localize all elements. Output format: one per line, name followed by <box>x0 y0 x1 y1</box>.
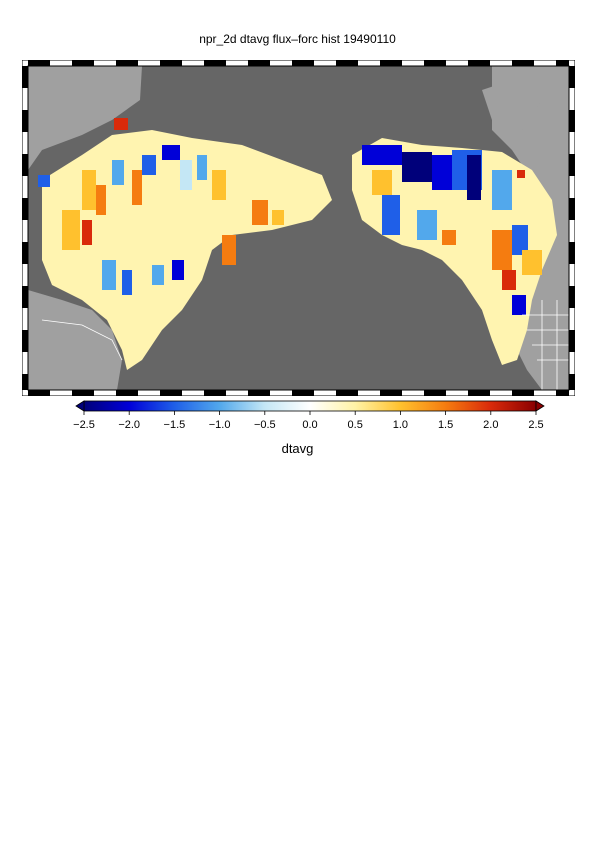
colorbar-gradient <box>83 400 537 412</box>
colorbar-tick-label: 0.5 <box>348 419 363 431</box>
colorbar-min-arrow <box>75 400 85 412</box>
colorbar-tick-label: −2.0 <box>118 419 140 431</box>
arctic-islands <box>482 70 567 130</box>
map-frame <box>22 60 575 396</box>
colorbar-tick-label: −2.5 <box>73 419 95 431</box>
eurasia-data-field <box>38 118 332 370</box>
north-america-land <box>492 66 569 390</box>
colorbar-tick-label: 0.0 <box>302 419 317 431</box>
colorbar-tick-label: 1.5 <box>438 419 453 431</box>
colorbar-tick-label: −1.0 <box>209 419 231 431</box>
colorbar-tick-label: −0.5 <box>254 419 276 431</box>
colorbar-tick-label: 2.0 <box>483 419 498 431</box>
colorbar-label: dtavg <box>281 441 314 456</box>
colorbar-tick-label: 1.0 <box>393 419 408 431</box>
north-america-data-field <box>352 138 557 365</box>
map-panel <box>22 60 575 396</box>
political-borders <box>41 300 569 390</box>
asia-land <box>28 66 142 390</box>
colorbar-tick-label: −1.5 <box>164 419 186 431</box>
colorbar-tick-label: 2.5 <box>528 419 543 431</box>
colorbar-max-arrow <box>535 400 545 412</box>
colorbar: −2.5 −2.0 −1.5 −1.0 −0.5 0.0 0.5 1.0 1.5 2.0 2.5 <box>73 400 545 431</box>
figure-title: npr_2d dtavg flux–forc hist 19490110 <box>199 32 396 46</box>
